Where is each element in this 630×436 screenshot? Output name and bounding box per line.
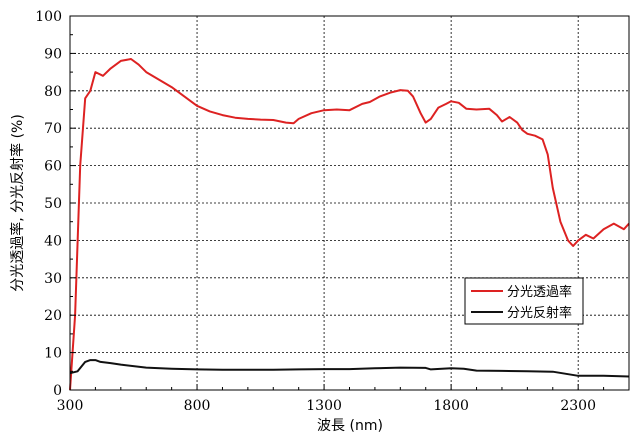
y-tick-label: 60 xyxy=(44,159,62,175)
x-tick-label: 300 xyxy=(57,398,84,414)
y-tick-label: 40 xyxy=(44,233,62,249)
y-tick-label: 80 xyxy=(44,84,62,100)
y-tick-label: 30 xyxy=(44,271,62,287)
x-tick-label: 2300 xyxy=(560,398,596,414)
axis-ticks xyxy=(69,15,630,391)
grid-lines xyxy=(70,16,629,390)
y-tick-label: 90 xyxy=(44,46,62,62)
y-tick-label: 10 xyxy=(44,346,62,362)
x-tick-label: 1300 xyxy=(306,398,342,414)
x-tick-label: 800 xyxy=(184,398,211,414)
x-axis-title: 波長 (nm) xyxy=(317,418,383,434)
y-tick-label: 20 xyxy=(44,308,62,324)
legend-label-transmittance: 分光透過率 xyxy=(507,284,572,300)
legend-label-reflectance: 分光反射率 xyxy=(507,305,572,321)
legend: 分光透過率 分光反射率 xyxy=(464,277,584,325)
y-tick-label: 70 xyxy=(44,121,62,137)
x-tick-label: 1800 xyxy=(433,398,469,414)
series-line-reflectance xyxy=(69,359,630,378)
y-tick-label: 50 xyxy=(44,196,62,212)
legend-box xyxy=(464,277,584,325)
y-tick-label: 100 xyxy=(35,9,62,25)
y-tick-label: 0 xyxy=(53,383,62,399)
tick-labels: 300 800 1300 1800 2300 0 10 20 30 40 50 60 70 80 90 100 xyxy=(35,9,596,414)
series-line-transmittance xyxy=(69,58,630,391)
y-axis-title: 分光透過率, 分光反射率 (%) xyxy=(9,114,26,292)
plot-frame xyxy=(69,15,630,391)
series-layer xyxy=(69,58,630,391)
